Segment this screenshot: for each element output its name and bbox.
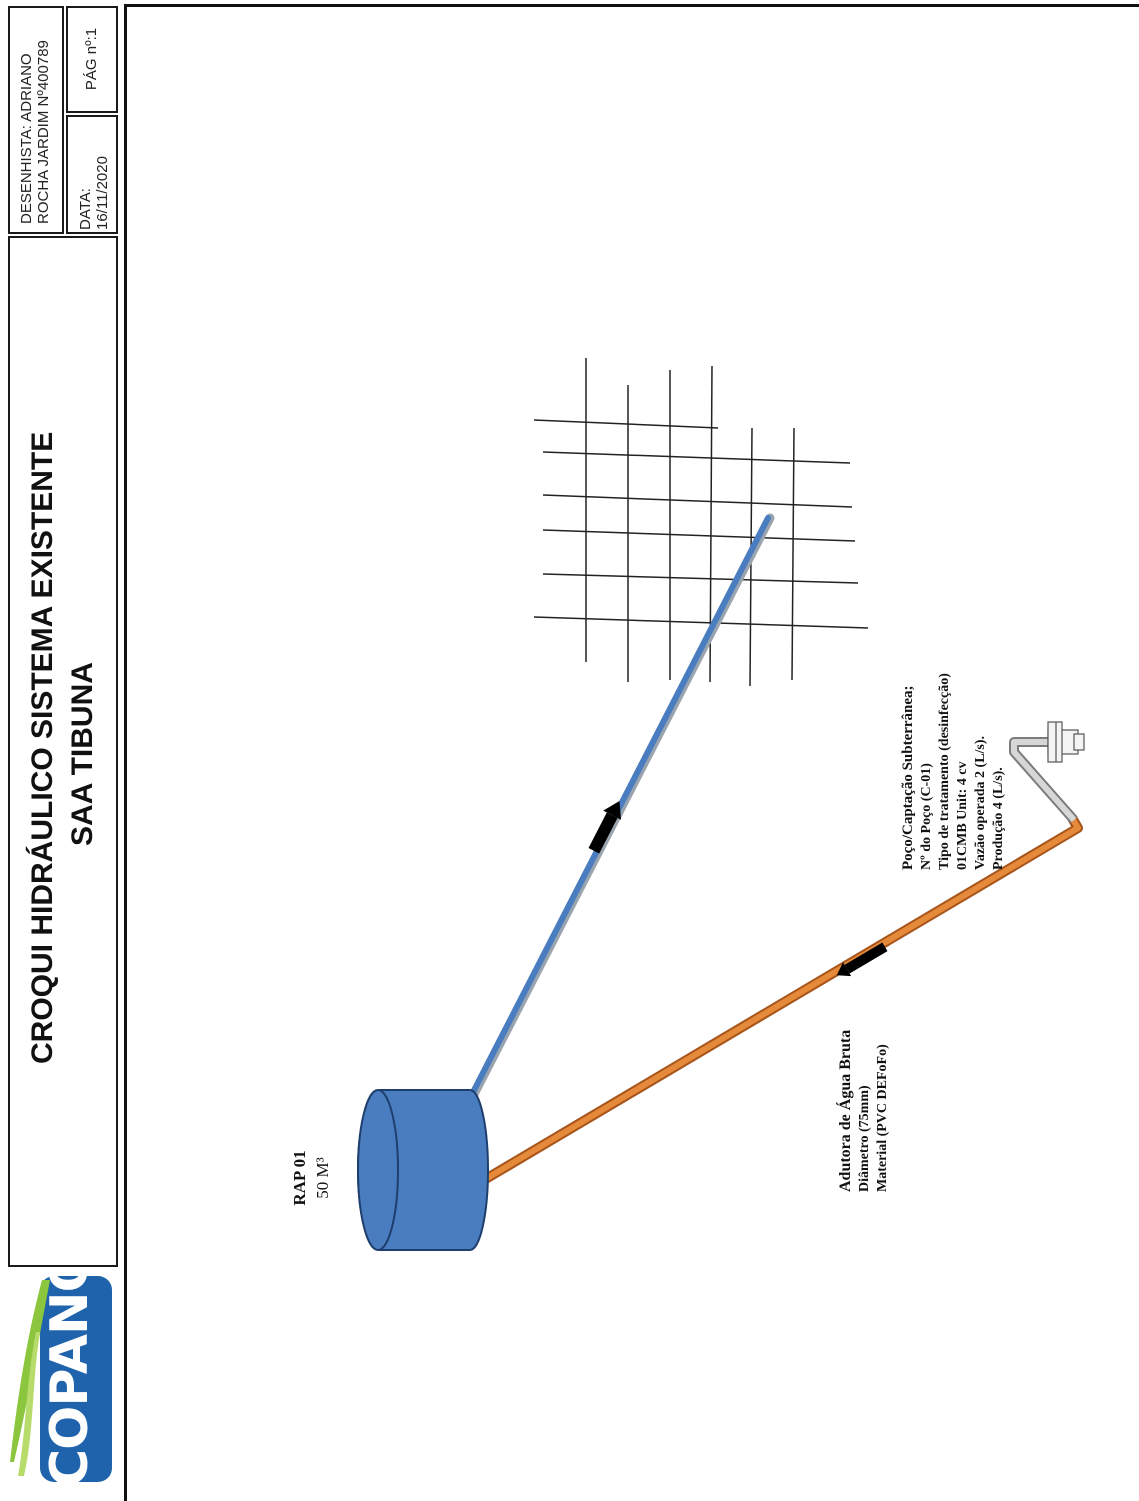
well-line-3: Tipo de tratamento (desinfecção) — [937, 673, 952, 870]
adutora-line-2: Diâmetro (75mm) — [857, 1085, 872, 1192]
logo-blue-plate — [40, 1276, 112, 1482]
well-line-5: Vazão operada 2 (L/s). — [973, 736, 988, 870]
reservoir-end — [357, 1089, 399, 1251]
reservoir-icon — [357, 1089, 489, 1251]
grid-line — [533, 419, 719, 429]
designer-box — [8, 6, 64, 234]
well-head-icon — [1047, 721, 1085, 763]
adutora-line-3: Material (PVC DEFoFo) — [875, 1044, 890, 1192]
grid-line — [542, 451, 851, 464]
adutora-label: Adutora de Água Bruta Diâmetro (75mm) Ma… — [835, 1030, 890, 1192]
grid-line — [542, 494, 853, 508]
sheet-frame — [124, 4, 1139, 1501]
street-grid-icon — [533, 358, 869, 687]
adutora-pipe — [481, 815, 1083, 1185]
reservoir-capacity: 50 M³ — [313, 1157, 332, 1198]
well-line-1: Poço/Captação Subterrânea; — [900, 685, 916, 870]
grid-line — [542, 529, 856, 542]
well-pipe — [1009, 737, 1078, 824]
page-box — [66, 6, 118, 113]
copanor-logo: COPANOR — [10, 1272, 114, 1486]
reservoir-name: RAP 01 — [290, 1150, 309, 1205]
grid-line — [533, 616, 869, 629]
well-line-2: Nº do Poço (C-01) — [919, 763, 934, 870]
logo-light-swoosh — [18, 1332, 40, 1476]
well-line-4: 01CMB Unit: 4 cv — [955, 762, 970, 871]
grid-line — [542, 573, 859, 584]
well-label: Poço/Captação Subterrânea; Nº do Poço (C… — [900, 673, 1006, 870]
logo-graphic — [10, 1276, 112, 1482]
grid-line — [791, 427, 795, 681]
orange-pipe-line — [482, 816, 1081, 1183]
date-box — [66, 115, 118, 234]
well-line-6: Produção 4 (L/s). — [991, 767, 1006, 870]
flow-arrow-icon-down — [836, 942, 888, 977]
flow-arrow-icon-up — [588, 800, 622, 854]
reservoir-label: RAP 01 50 M³ — [290, 1150, 332, 1205]
title-box — [8, 236, 118, 1267]
adutora-line-1: Adutora de Água Bruta — [835, 1030, 854, 1192]
